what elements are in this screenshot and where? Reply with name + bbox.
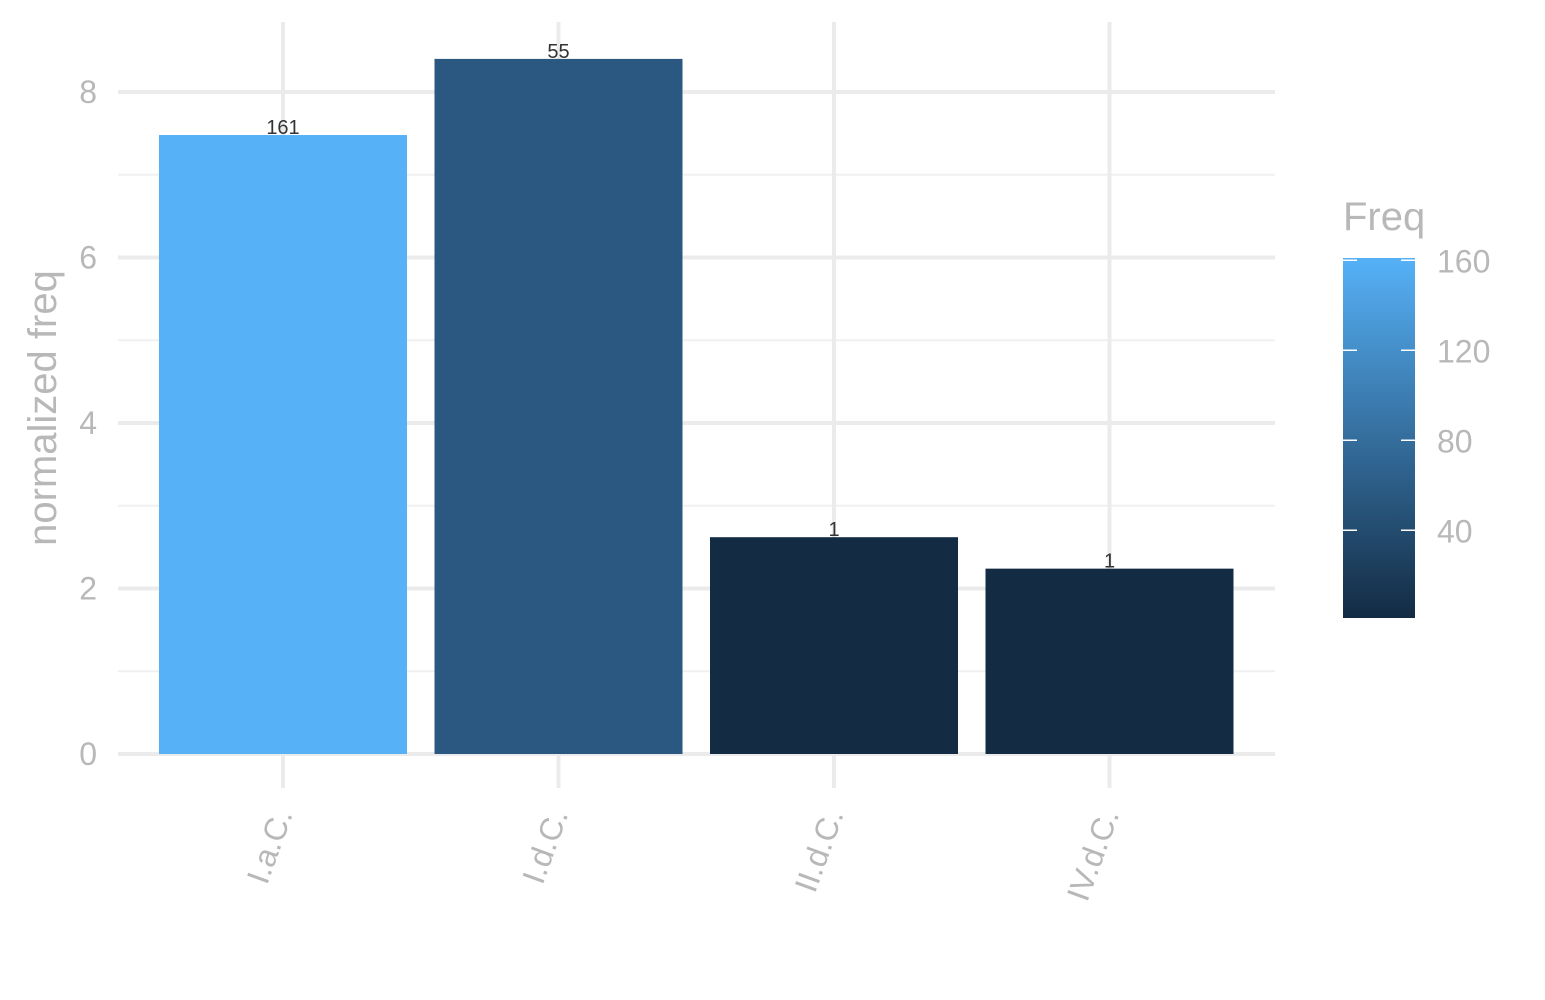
- legend-tick-label: 120: [1437, 333, 1490, 369]
- legend-title: Freq: [1343, 195, 1425, 239]
- y-tick-label: 0: [79, 736, 97, 772]
- data-label-3: 1: [828, 519, 839, 541]
- data-label-4: 1: [1104, 551, 1115, 573]
- y-tick-label: 8: [79, 74, 97, 110]
- x-tick-label: I.a.C.: [240, 804, 300, 888]
- bar-3: [710, 537, 958, 754]
- legend-ticks: 40 80 120 160: [1343, 243, 1490, 549]
- x-axis: I.a.C. I.d.C. II.d.C. IV.d.C.: [240, 804, 1126, 905]
- bars: [159, 58, 1234, 754]
- legend-tick-label: 80: [1437, 423, 1473, 459]
- legend-colorbar: [1343, 258, 1415, 618]
- y-tick-label: 2: [79, 571, 97, 607]
- y-axis-title: normalized freq: [21, 270, 65, 546]
- x-tick-label: I.d.C.: [515, 804, 575, 888]
- legend: Freq 40 80 120 160: [1343, 195, 1490, 618]
- data-label-2: 55: [547, 41, 569, 63]
- legend-tick-label: 160: [1437, 243, 1490, 279]
- y-tick-label: 6: [79, 240, 97, 276]
- data-label-1: 161: [266, 117, 299, 139]
- x-tick-label: II.d.C.: [788, 804, 851, 897]
- y-tick-label: 4: [79, 405, 97, 441]
- y-axis: 0 2 4 6 8: [79, 74, 97, 772]
- data-labels: 161 55 1 1: [266, 41, 1115, 573]
- x-tick-label: IV.d.C.: [1060, 804, 1126, 905]
- bar-2: [434, 58, 683, 754]
- bar-1: [159, 135, 407, 754]
- legend-tick-label: 40: [1437, 513, 1473, 549]
- bar-4: [985, 568, 1234, 754]
